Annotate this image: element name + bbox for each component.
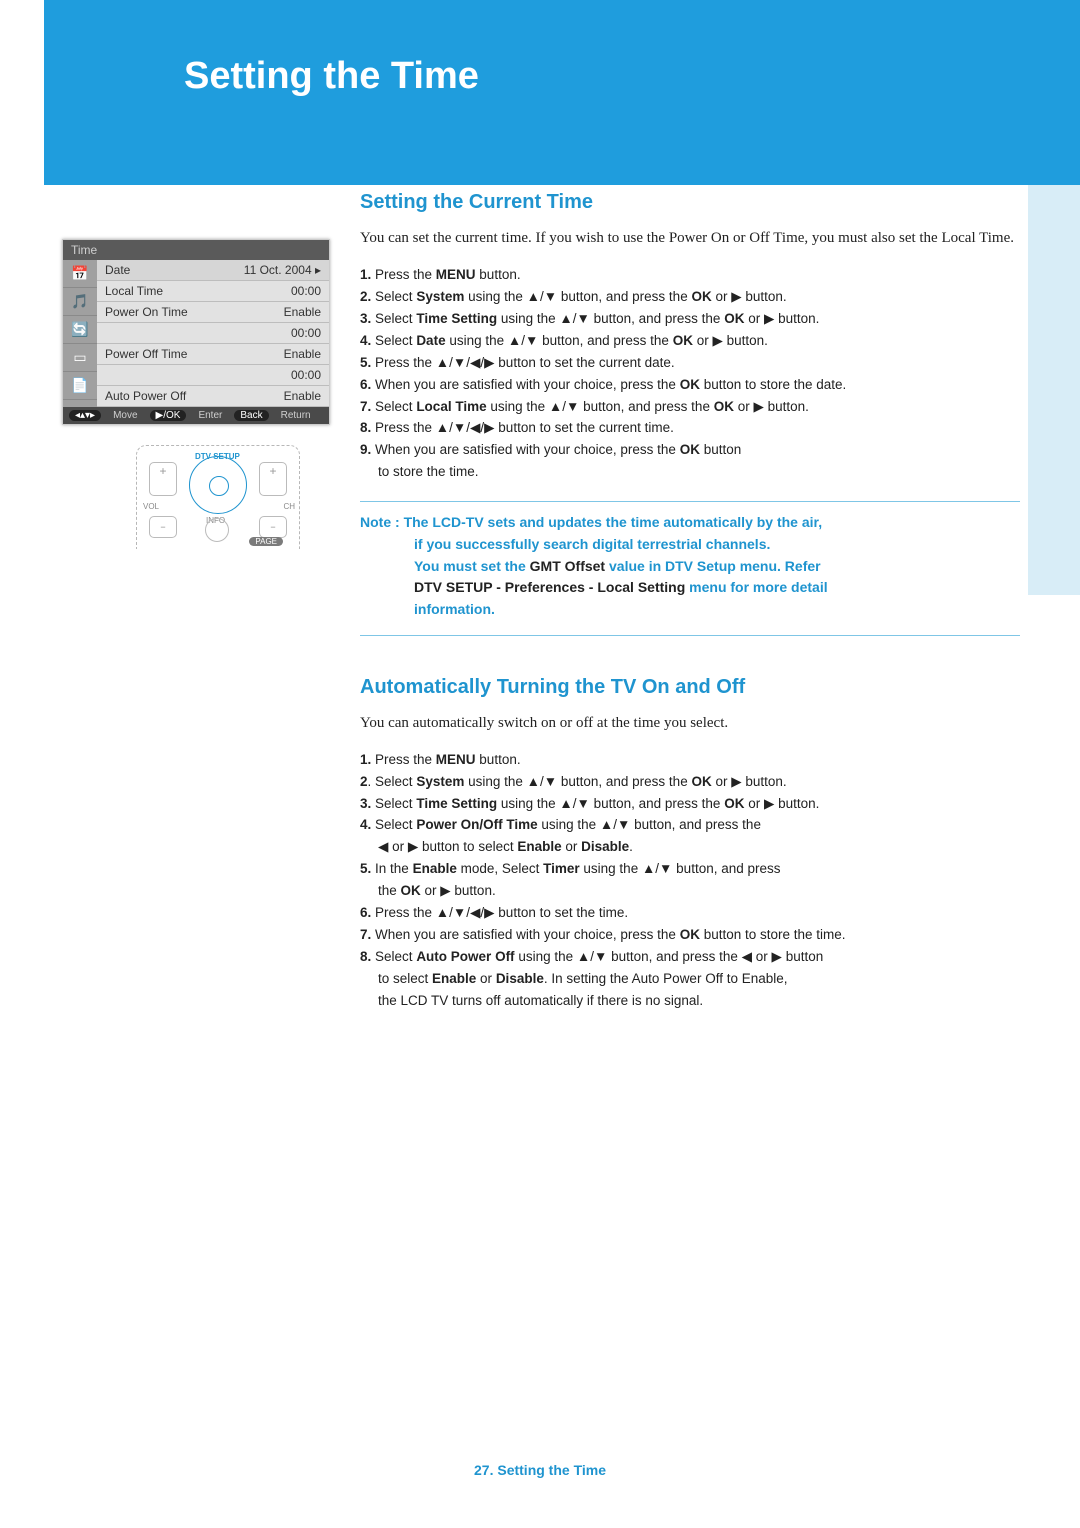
step: to select Enable or Disable. In setting … <box>360 969 1020 990</box>
step: 7. Select Local Time using the ▲/▼ butto… <box>360 397 1020 418</box>
left-column: Time 📅 🎵 🔄 ▭ 📄 Date 11 Oct. 2004 ▸ <box>62 191 332 1030</box>
ch-rocker: + <box>259 462 287 496</box>
menu-value: Enable <box>284 305 321 319</box>
menu-footer: ◂▴▾▸ Move ▶/OK Enter Back Return <box>63 407 329 424</box>
menu-item-date: Date 11 Oct. 2004 ▸ <box>97 260 329 281</box>
menu-label: Power On Time <box>105 305 188 319</box>
move-icon: ◂▴▾▸ <box>69 410 101 421</box>
minus-button-right: − <box>259 516 287 538</box>
step: 6. When you are satisfied with your choi… <box>360 375 1020 396</box>
menu-item-local-time: Local Time 00:00 <box>97 281 329 302</box>
step: 5. Press the ▲/▼/◀/▶ button to set the c… <box>360 353 1020 374</box>
back-pill: Back <box>234 410 268 421</box>
menu-title: Time <box>63 240 329 260</box>
menu-item-power-off-time: 00:00 <box>97 365 329 386</box>
menu-label: Power Off Time <box>105 347 187 361</box>
section1-intro: You can set the current time. If you wis… <box>360 228 1020 249</box>
menu-value: 11 Oct. 2004 ▸ <box>244 263 321 277</box>
menu-icon-column: 📅 🎵 🔄 ▭ 📄 <box>63 260 97 407</box>
box-icon: ▭ <box>63 344 97 372</box>
remote-illustration: DTV SETUP + + VOL CH INFO − − PAGE <box>136 445 300 549</box>
ch-label: CH <box>283 502 295 511</box>
section2-intro: You can automatically switch on or off a… <box>360 713 1020 734</box>
menu-item-power-off: Power Off Time Enable <box>97 344 329 365</box>
minus-button-left: − <box>149 516 177 538</box>
step: 6. Press the ▲/▼/◀/▶ button to set the t… <box>360 903 1020 924</box>
note-icon: 🎵 <box>63 288 97 316</box>
plus-icon: + <box>269 465 276 477</box>
header-banner: Setting the Time <box>44 0 1080 185</box>
step: 8. Select Auto Power Off using the ▲/▼ b… <box>360 947 1020 968</box>
step: 2. Select System using the ▲/▼ button, a… <box>360 772 1020 793</box>
section2-steps: 1. Press the MENU button. 2. Select Syst… <box>360 750 1020 1012</box>
step: 8. Press the ▲/▼/◀/▶ button to set the c… <box>360 418 1020 439</box>
menu-value: 00:00 <box>291 368 321 382</box>
menu-body: 📅 🎵 🔄 ▭ 📄 Date 11 Oct. 2004 ▸ Local Time <box>63 260 329 407</box>
refresh-icon: 🔄 <box>63 316 97 344</box>
dpad-center-icon <box>209 476 229 496</box>
enter-label: Enter <box>198 410 222 421</box>
menu-value: 00:00 <box>291 284 321 298</box>
move-label: Move <box>113 410 137 421</box>
menu-label: Local Time <box>105 284 163 298</box>
section1-steps: 1. Press the MENU button. 2. Select Syst… <box>360 265 1020 483</box>
enter-pill: ▶/OK <box>150 410 187 421</box>
step: 4. Select Date using the ▲/▼ button, and… <box>360 331 1020 352</box>
menu-value: Enable <box>284 389 321 403</box>
step: 2. Select System using the ▲/▼ button, a… <box>360 287 1020 308</box>
step: 1. Press the MENU button. <box>360 265 1020 286</box>
plus-icon: + <box>159 465 166 477</box>
menu-list: Date 11 Oct. 2004 ▸ Local Time 00:00 Pow… <box>97 260 329 407</box>
step: 7. When you are satisfied with your choi… <box>360 925 1020 946</box>
vol-label: VOL <box>143 502 159 511</box>
menu-item-auto-power-off: Auto Power Off Enable <box>97 386 329 407</box>
menu-value: 00:00 <box>291 326 321 340</box>
menu-item-power-on-time: 00:00 <box>97 323 329 344</box>
page-title: Setting the Time <box>44 0 1080 98</box>
section2-title: Automatically Turning the TV On and Off <box>360 676 1020 699</box>
page-icon: 📄 <box>63 372 97 400</box>
step: the LCD TV turns off automatically if th… <box>360 991 1020 1012</box>
side-accent <box>1028 185 1080 595</box>
step: ◀ or ▶ button to select Enable or Disabl… <box>360 837 1020 858</box>
vol-rocker: + <box>149 462 177 496</box>
step: 3. Select Time Setting using the ▲/▼ but… <box>360 794 1020 815</box>
step: 9. When you are satisfied with your choi… <box>360 440 1020 461</box>
page-pill: PAGE <box>249 537 283 546</box>
menu-label: Auto Power Off <box>105 389 186 403</box>
dpad-icon <box>189 456 247 514</box>
step: 1. Press the MENU button. <box>360 750 1020 771</box>
note-box: Note : The LCD-TV sets and updates the t… <box>360 501 1020 635</box>
step: 3. Select Time Setting using the ▲/▼ but… <box>360 309 1020 330</box>
right-column: Setting the Current Time You can set the… <box>360 191 1020 1030</box>
content: Time 📅 🎵 🔄 ▭ 📄 Date 11 Oct. 2004 ▸ <box>62 185 1080 1030</box>
step: 5. In the Enable mode, Select Timer usin… <box>360 859 1020 880</box>
menu-label: Date <box>105 263 130 277</box>
menu-item-power-on: Power On Time Enable <box>97 302 329 323</box>
info-circle-icon <box>205 518 229 542</box>
page: Setting the Time Time 📅 🎵 🔄 ▭ 📄 Date <box>0 0 1080 1528</box>
step: to store the time. <box>360 462 1020 483</box>
menu-screenshot: Time 📅 🎵 🔄 ▭ 📄 Date 11 Oct. 2004 ▸ <box>62 239 330 425</box>
calendar-icon: 📅 <box>63 260 97 288</box>
page-footer: 27. Setting the Time <box>0 1462 1080 1478</box>
back-label: Return <box>281 410 311 421</box>
step: 4. Select Power On/Off Time using the ▲/… <box>360 815 1020 836</box>
step: the OK or ▶ button. <box>360 881 1020 902</box>
note-prefix: Note : <box>360 514 404 530</box>
section1-title: Setting the Current Time <box>360 191 1020 214</box>
menu-value: Enable <box>284 347 321 361</box>
